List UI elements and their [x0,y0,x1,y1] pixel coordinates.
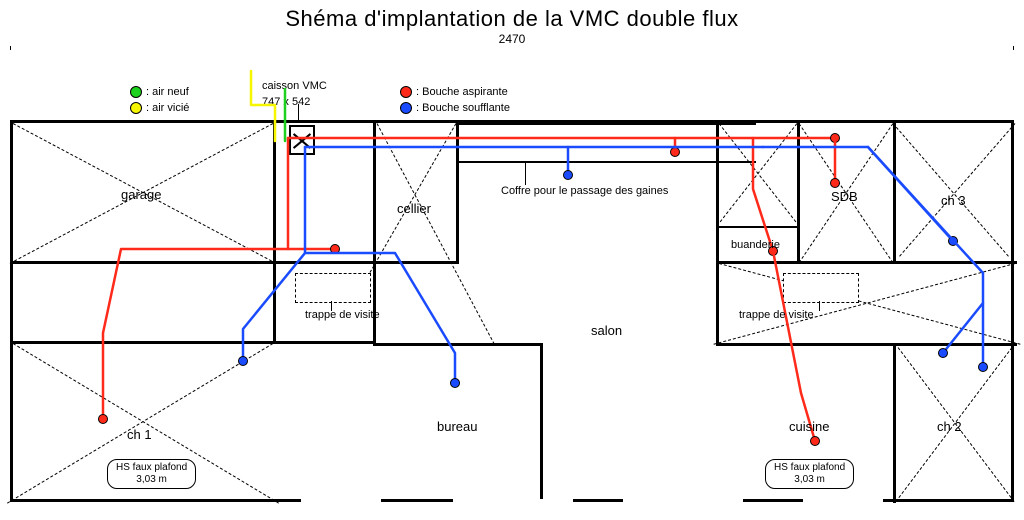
coffre-leader [525,163,526,185]
pill-right: HS faux plafond3,03 m [765,459,854,489]
room-bureau: bureau [437,419,477,434]
floorplan: garage cellier SDB ch 3 buanderie ch 1 b… [10,120,1014,502]
room-sdb: SDB [831,189,858,204]
pill-left: HS faux plafond3,03 m [107,459,196,489]
room-ch3: ch 3 [941,193,966,208]
room-salon: salon [591,323,622,338]
trappe-leader-right [819,301,820,311]
duct-network [13,123,1017,505]
air-neuf-icon [130,86,142,98]
room-ch1: ch 1 [127,427,152,442]
aspirante-icon [400,86,412,98]
soufflante-icon [400,102,412,114]
dimension-label: 2470 [0,32,1024,46]
room-cellier: cellier [397,201,431,216]
room-ch2: ch 2 [937,419,962,434]
air-vicie-icon [130,102,142,114]
legend-air: : air neuf : air vicié [130,84,189,116]
room-buanderie: buanderie [731,239,780,251]
room-garage: garage [121,187,161,202]
trappe-label-right: trappe de visite [739,309,814,321]
room-cuisine: cuisine [789,419,829,434]
page-title: Shéma d'implantation de la VMC double fl… [0,6,1024,32]
trappe-leader-left [331,301,332,311]
legend-bouches: : Bouche aspirante : Bouche soufflante [400,84,510,116]
coffre-label: Coffre pour le passage des gaines [501,185,668,197]
trappe-label-left: trappe de visite [305,309,380,321]
